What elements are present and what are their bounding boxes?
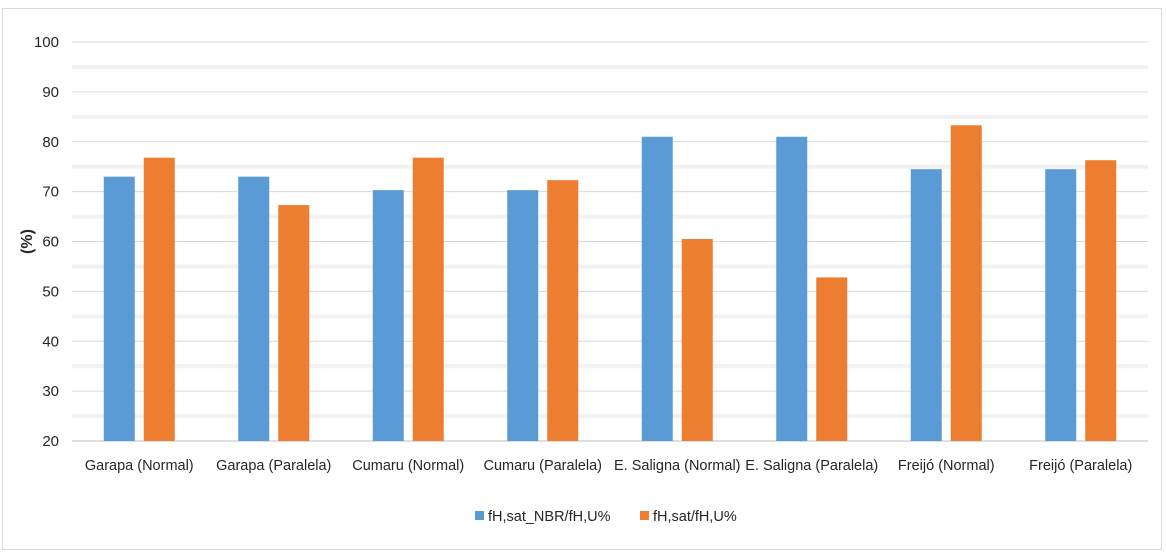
legend-swatch <box>640 511 649 520</box>
bar <box>1085 160 1117 442</box>
grid-band <box>72 64 1148 69</box>
x-category-label: Garapa (Normal) <box>85 458 194 474</box>
y-tick-label: 50 <box>42 283 59 300</box>
y-tick-labels: 20 30 40 50 60 70 80 90 100 <box>34 34 59 450</box>
bar <box>816 277 848 441</box>
x-category-label: Cumaru (Normal) <box>352 458 464 474</box>
legend-label: fH,sat_NBR/fH,U% <box>488 509 611 525</box>
plot-background-bands <box>72 64 1148 419</box>
bar <box>278 205 310 441</box>
y-tick-label: 40 <box>42 333 59 350</box>
x-category-label: Freijó (Paralela) <box>1029 458 1132 474</box>
x-category-label: Garapa (Paralela) <box>216 458 331 474</box>
x-category-label: E. Saligna (Paralela) <box>745 458 878 474</box>
bar <box>547 180 579 441</box>
bars <box>103 125 1117 442</box>
gridlines <box>72 41 1148 442</box>
grid-band <box>72 314 1148 319</box>
y-tick-label: 30 <box>42 383 59 400</box>
bar <box>412 157 444 441</box>
legend-label: fH,sat/fH,U% <box>653 509 737 525</box>
grid-band <box>72 164 1148 169</box>
bar <box>103 176 135 441</box>
bar <box>143 157 175 441</box>
bar <box>1045 169 1077 441</box>
grid-band <box>72 214 1148 219</box>
grid-band <box>72 414 1148 419</box>
x-category-label: Cumaru (Paralela) <box>484 458 602 474</box>
x-category-label: E. Saligna (Normal) <box>614 458 741 474</box>
grid-band <box>72 364 1148 369</box>
bar <box>681 239 713 441</box>
x-category-label: Freijó (Normal) <box>898 458 995 474</box>
legend-swatch <box>475 511 484 520</box>
bar <box>372 190 404 441</box>
bar <box>507 190 539 441</box>
y-tick-label: 90 <box>42 84 59 101</box>
y-tick-label: 70 <box>42 184 59 201</box>
y-tick-label: 20 <box>42 433 59 450</box>
bar <box>238 176 270 441</box>
bar <box>776 136 808 441</box>
bar <box>641 136 673 441</box>
x-category-labels: Garapa (Normal) Garapa (Paralela) Cumaru (… <box>85 458 1132 474</box>
y-tick-label: 60 <box>42 234 59 251</box>
y-tick-label: 80 <box>42 134 59 151</box>
legend: fH,sat_NBR/fH,U% fH,sat/fH,U% <box>475 509 737 525</box>
y-axis-title: (%) <box>19 229 36 254</box>
bar <box>950 125 982 441</box>
y-tick-label: 100 <box>34 34 59 51</box>
grid-band <box>72 264 1148 269</box>
bar <box>910 169 942 441</box>
grid-band <box>72 114 1148 119</box>
